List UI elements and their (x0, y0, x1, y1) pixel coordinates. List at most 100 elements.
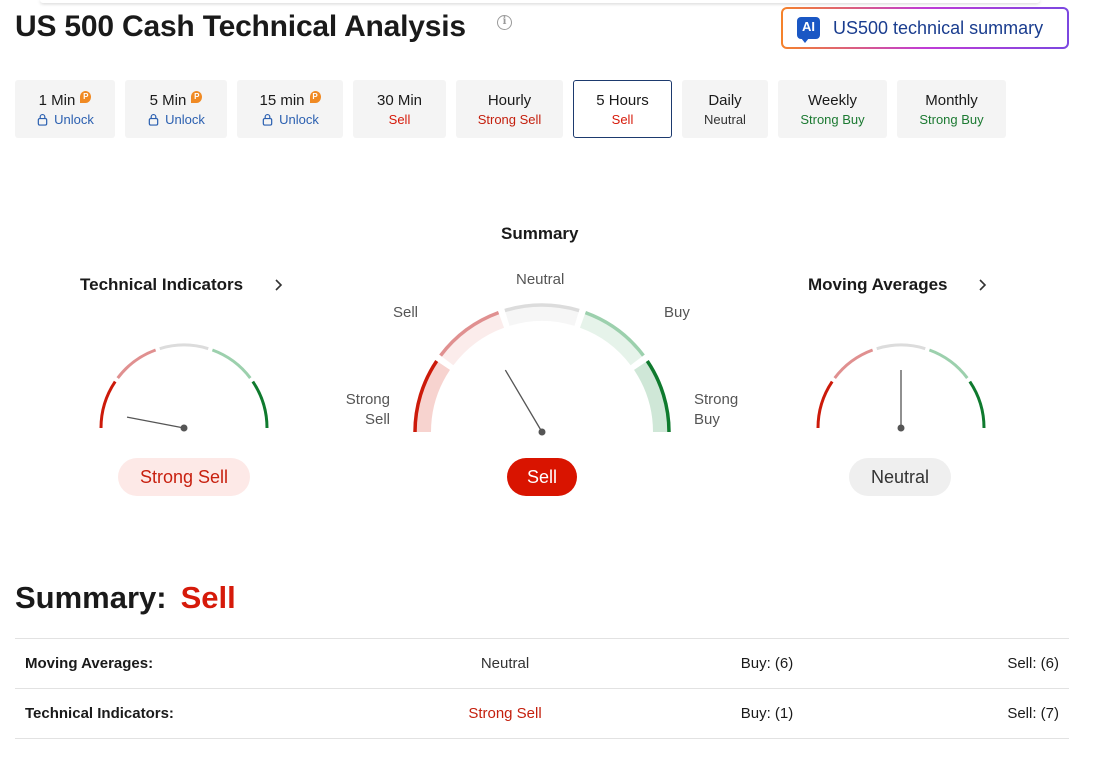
gauge-segment-buy (584, 311, 645, 357)
gauge-segment-neutral (159, 343, 209, 351)
row-buy-count: Buy: (6) (740, 655, 794, 672)
timeframe-tabs: 1 Min P Unlock 5 Min P Unlock 15 min P Unlo… (15, 80, 1016, 138)
chevron-right-icon[interactable] (270, 277, 286, 293)
ai-summary-button[interactable]: AI US500 technical summary (781, 7, 1069, 49)
technical-indicators-title[interactable]: Technical Indicators (80, 275, 244, 294)
ai-summary-label: US500 technical summary (833, 17, 1044, 38)
gauge-band-buy (579, 312, 644, 366)
gauge-segment-sell (439, 311, 500, 357)
gauge-segment-sell (833, 348, 874, 379)
technical-indicators-gauge (99, 343, 269, 432)
moving-averages-gauge (816, 343, 986, 432)
gauge-segment-strong-buy (968, 380, 986, 429)
ai-icon: AI (797, 17, 820, 43)
gauge-needle (126, 416, 185, 429)
gauge-label-sell: Sell (393, 304, 419, 321)
tab-label: Weekly (808, 91, 857, 109)
moving-averages-result: Neutral (849, 458, 951, 496)
summary-heading-value: Sell (180, 580, 236, 615)
table-row: Moving Averages: Neutral Buy: (6) Sell: … (15, 639, 1069, 689)
gauge-band-strong-buy (634, 360, 669, 432)
gauge-segment-strong-sell (816, 380, 834, 429)
summary-gauge-result: Sell (507, 458, 577, 496)
tab-status: Unlock (54, 111, 94, 127)
tab-5-min[interactable]: 5 Min P Unlock (125, 80, 227, 138)
tab-hourly[interactable]: Hourly Strong Sell (456, 80, 563, 138)
info-icon[interactable]: i (497, 15, 512, 30)
gauge-segment-neutral (876, 343, 926, 351)
tab-label: Monthly (925, 91, 978, 109)
gauge-label-line: Strong (694, 391, 739, 408)
row-name: Moving Averages: (25, 655, 154, 672)
tab-status: Strong Sell (477, 111, 542, 127)
chevron-right-icon[interactable] (974, 277, 990, 293)
tab-5-hours[interactable]: 5 Hours Sell (573, 80, 672, 138)
tab-monthly[interactable]: Monthly Strong Buy (897, 80, 1006, 138)
tab-status: Neutral (704, 111, 746, 127)
row-buy-count: Buy: (1) (740, 705, 794, 722)
tab-status: Unlock (165, 111, 205, 127)
gauge-label-strong-sell: Strong Sell (343, 390, 390, 430)
tab-15-min[interactable]: 15 min P Unlock (237, 80, 343, 138)
gauge-band-strong-sell (415, 360, 450, 432)
tab-status: Sell (388, 111, 411, 127)
gauge-segment-strong-sell (413, 360, 439, 433)
summary-gauge (413, 303, 671, 436)
gauge-needle-hub (180, 424, 188, 432)
lock-icon (37, 113, 48, 126)
moving-averages-title[interactable]: Moving Averages (808, 275, 948, 294)
tab-daily[interactable]: Daily Neutral (682, 80, 768, 138)
table-row: Technical Indicators: Strong Sell Buy: (… (15, 689, 1069, 739)
row-sell-count: Sell: (7) (1007, 705, 1059, 722)
tab-label: 5 Min (149, 91, 187, 109)
tab-status: Sell (611, 111, 634, 127)
tab-status: Strong Buy (919, 111, 984, 127)
tab-label: 30 Min (376, 91, 423, 109)
row-value: Strong Sell (468, 705, 542, 722)
summary-gauge-title: Summary (501, 224, 579, 243)
tab-label: 5 Hours (596, 91, 649, 109)
tab-30-min[interactable]: 30 Min Sell (353, 80, 446, 138)
pro-icon: P (80, 91, 92, 103)
gauge-needle (504, 369, 543, 433)
lock-icon (262, 113, 273, 126)
row-sell-count: Sell: (6) (1007, 655, 1059, 672)
gauge-label-line: Sell (364, 411, 390, 428)
gauge-label-line: Strong (345, 391, 390, 408)
page-title: US 500 Cash Technical Analysis (15, 10, 466, 43)
gauge-segment-buy (928, 348, 969, 379)
lock-icon (148, 113, 159, 126)
row-value: Neutral (480, 655, 530, 672)
gauge-needle-hub (897, 424, 905, 432)
gauge-segment-strong-buy (251, 380, 269, 429)
summary-table: Moving Averages: Neutral Buy: (6) Sell: … (15, 638, 1069, 739)
top-shadow (40, 0, 1040, 3)
gauge-segment-strong-buy (645, 360, 671, 433)
tab-1-min[interactable]: 1 Min P Unlock (15, 80, 115, 138)
gauge-band-neutral (504, 305, 580, 326)
tab-label: Hourly (487, 91, 532, 109)
summary-heading: Summary: Sell (15, 580, 236, 616)
tab-label: Daily (708, 91, 742, 109)
ai-summary-button-inner: AI US500 technical summary (783, 9, 1067, 47)
gauge-band-sell (440, 312, 505, 366)
gauge-label-line: Buy (694, 411, 720, 428)
gauge-label-strong-buy: Strong Buy (694, 390, 738, 430)
pro-icon: P (309, 91, 321, 103)
technical-indicators-result: Strong Sell (118, 458, 250, 496)
tab-label: 1 Min (38, 91, 76, 109)
row-name: Technical Indicators: (25, 705, 174, 722)
tab-label: 15 min (259, 91, 305, 109)
gauge-label-buy: Buy (664, 304, 690, 321)
gauge-segment-buy (211, 348, 252, 379)
tab-status: Strong Buy (800, 111, 865, 127)
tab-weekly[interactable]: Weekly Strong Buy (778, 80, 887, 138)
pro-icon: P (191, 91, 203, 103)
gauge-needle-hub (538, 428, 546, 436)
gauge-segment-neutral (504, 303, 580, 313)
gauge-segment-sell (116, 348, 157, 379)
summary-heading-label: Summary: (15, 580, 167, 615)
tab-status: Unlock (279, 111, 319, 127)
gauge-segment-strong-sell (99, 380, 117, 429)
gauge-label-neutral: Neutral (516, 271, 565, 288)
